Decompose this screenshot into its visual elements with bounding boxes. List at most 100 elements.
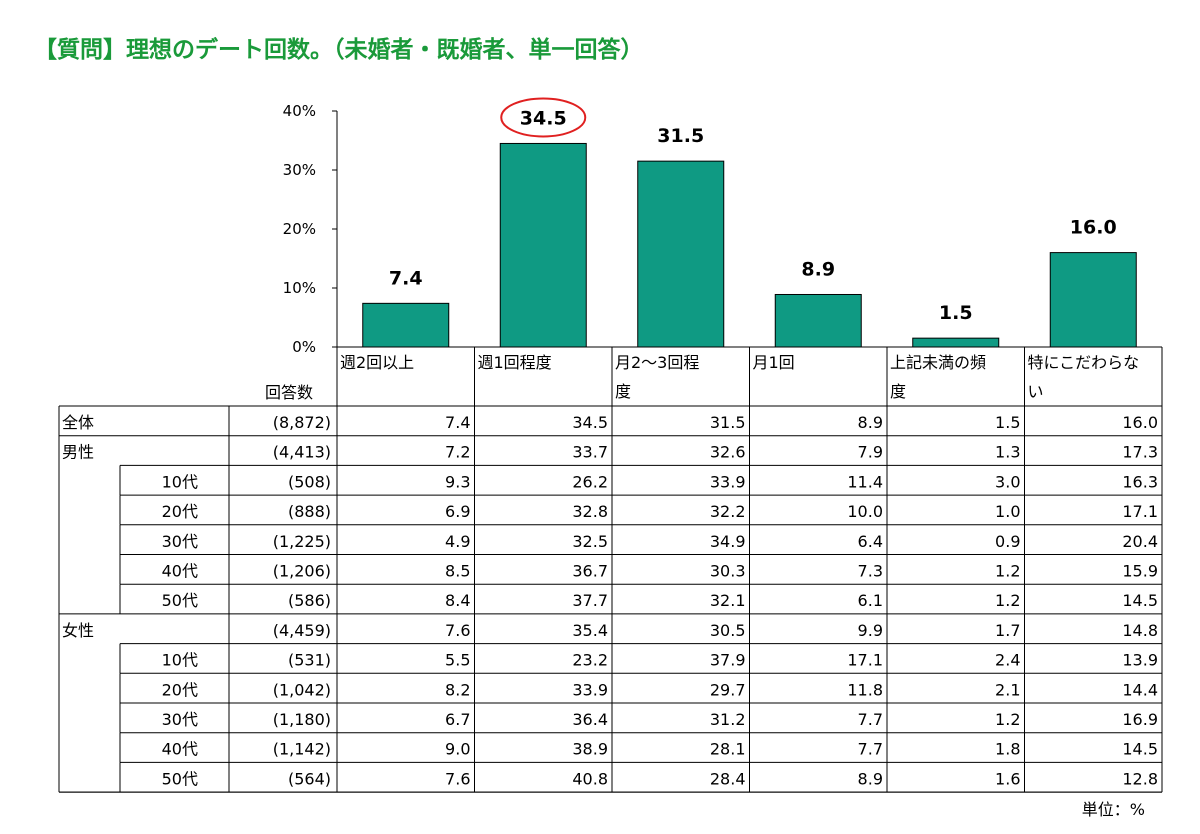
table-cell: 31.2 [710, 710, 746, 729]
row-count: (1,142) [273, 740, 331, 759]
bar [1049, 252, 1137, 348]
y-tick-label: 20% [283, 220, 316, 238]
table-cell: 4.9 [445, 532, 470, 551]
category-label: 特にこだわらな [1028, 353, 1140, 372]
bar-value-label: 31.5 [657, 125, 704, 147]
bar [362, 302, 450, 348]
bar [774, 293, 862, 348]
row-count: (8,872) [273, 413, 331, 432]
table-cell: 32.8 [572, 502, 608, 521]
table-cell: 6.7 [445, 710, 470, 729]
y-tick-label: 40% [283, 102, 316, 120]
table-cell: 1.2 [995, 562, 1020, 581]
row-count: (1,180) [273, 710, 331, 729]
table-cell: 26.2 [572, 472, 608, 491]
row-count: (888) [288, 502, 331, 521]
row-age-label: 20代 [162, 680, 198, 699]
table-cell: 9.3 [445, 472, 470, 491]
table-cell: 6.9 [445, 502, 470, 521]
chart-bars: 7.4 34.5 31.5 8.9 1.5 16.0 [362, 97, 1137, 348]
table-cell: 14.5 [1122, 591, 1158, 610]
table-cell: 7.4 [445, 413, 470, 432]
table-cell: 33.7 [572, 443, 608, 462]
category-label: 月2～3回程 [615, 353, 699, 372]
table-cell: 29.7 [710, 680, 746, 699]
row-count: (586) [288, 591, 331, 610]
table-cell: 1.0 [995, 502, 1020, 521]
highlight-circle [500, 97, 587, 138]
table-cell: 38.9 [572, 740, 608, 759]
table-cell: 7.9 [858, 443, 883, 462]
table-cell: 1.3 [995, 443, 1020, 462]
table-cell: 16.3 [1122, 472, 1158, 491]
table-cell: 7.3 [858, 562, 883, 581]
count-header: 回答数 [265, 383, 313, 402]
table-cell: 1.2 [995, 710, 1020, 729]
table-cell: 12.8 [1122, 769, 1158, 788]
category-label: 上記未満の頻 [890, 353, 986, 372]
table-cell: 7.6 [445, 621, 470, 640]
table-cell: 2.1 [995, 680, 1020, 699]
table-cell: 5.5 [445, 651, 470, 670]
bar-value-label: 8.9 [801, 258, 835, 280]
table-cell: 2.4 [995, 651, 1020, 670]
table-cell: 1.6 [995, 769, 1020, 788]
table-cell: 36.7 [572, 562, 608, 581]
bar-value-label: 34.5 [520, 107, 567, 129]
y-tick-label: 30% [283, 161, 316, 179]
table-cell: 37.7 [572, 591, 608, 610]
row-group-label: 全体 [62, 413, 94, 432]
table-cell: 32.5 [572, 532, 608, 551]
unit-label: 単位：% [1081, 800, 1145, 819]
chart-axis: 0% 10% 20% 30% 40% [283, 102, 338, 356]
table-cell: 36.4 [572, 710, 608, 729]
table-cell: 40.8 [572, 769, 608, 788]
table-cell: 16.0 [1122, 413, 1158, 432]
table-cell: 9.9 [858, 621, 883, 640]
row-age-label: 30代 [162, 532, 198, 551]
row-count: (564) [288, 769, 331, 788]
row-count: (531) [288, 651, 331, 670]
table-cell: 1.5 [995, 413, 1020, 432]
table-cell: 35.4 [572, 621, 608, 640]
row-count: (4,459) [273, 621, 331, 640]
table-cell: 1.8 [995, 740, 1020, 759]
table-cell: 20.4 [1122, 532, 1158, 551]
table-cell: 14.4 [1122, 680, 1158, 699]
row-age-label: 30代 [162, 710, 198, 729]
table-cell: 11.8 [847, 680, 883, 699]
table-cell: 15.9 [1122, 562, 1158, 581]
table-cell: 33.9 [572, 680, 608, 699]
bar [912, 337, 1000, 348]
row-age-label: 50代 [162, 591, 198, 610]
table-cell: 23.2 [572, 651, 608, 670]
table-cell: 32.2 [710, 502, 746, 521]
table-cell: 8.4 [445, 591, 470, 610]
table-cell: 34.9 [710, 532, 746, 551]
table-cell: 0.9 [995, 532, 1020, 551]
y-tick-label: 0% [292, 338, 316, 356]
bar-value-label: 16.0 [1070, 217, 1117, 239]
row-age-label: 10代 [162, 651, 198, 670]
table-cell: 30.5 [710, 621, 746, 640]
row-age-label: 40代 [162, 740, 198, 759]
row-age-label: 20代 [162, 502, 198, 521]
row-group-label: 女性 [62, 621, 94, 640]
table-cell: 7.7 [858, 740, 883, 759]
table-cell: 32.6 [710, 443, 746, 462]
bar-value-label: 1.5 [939, 302, 973, 324]
table-cell: 28.1 [710, 740, 746, 759]
table-cell: 32.1 [710, 591, 746, 610]
table-cell: 17.1 [1122, 502, 1158, 521]
category-label: 週1回程度 [478, 353, 552, 372]
table-cell: 8.9 [858, 413, 883, 432]
table-cell: 14.5 [1122, 740, 1158, 759]
row-count: (1,206) [273, 562, 331, 581]
row-group-label: 男性 [62, 443, 94, 462]
table-cell: 17.3 [1122, 443, 1158, 462]
category-label: 月1回 [753, 353, 795, 372]
table-cell: 3.0 [995, 472, 1020, 491]
row-age-label: 10代 [162, 472, 198, 491]
table-cell: 6.4 [858, 532, 883, 551]
